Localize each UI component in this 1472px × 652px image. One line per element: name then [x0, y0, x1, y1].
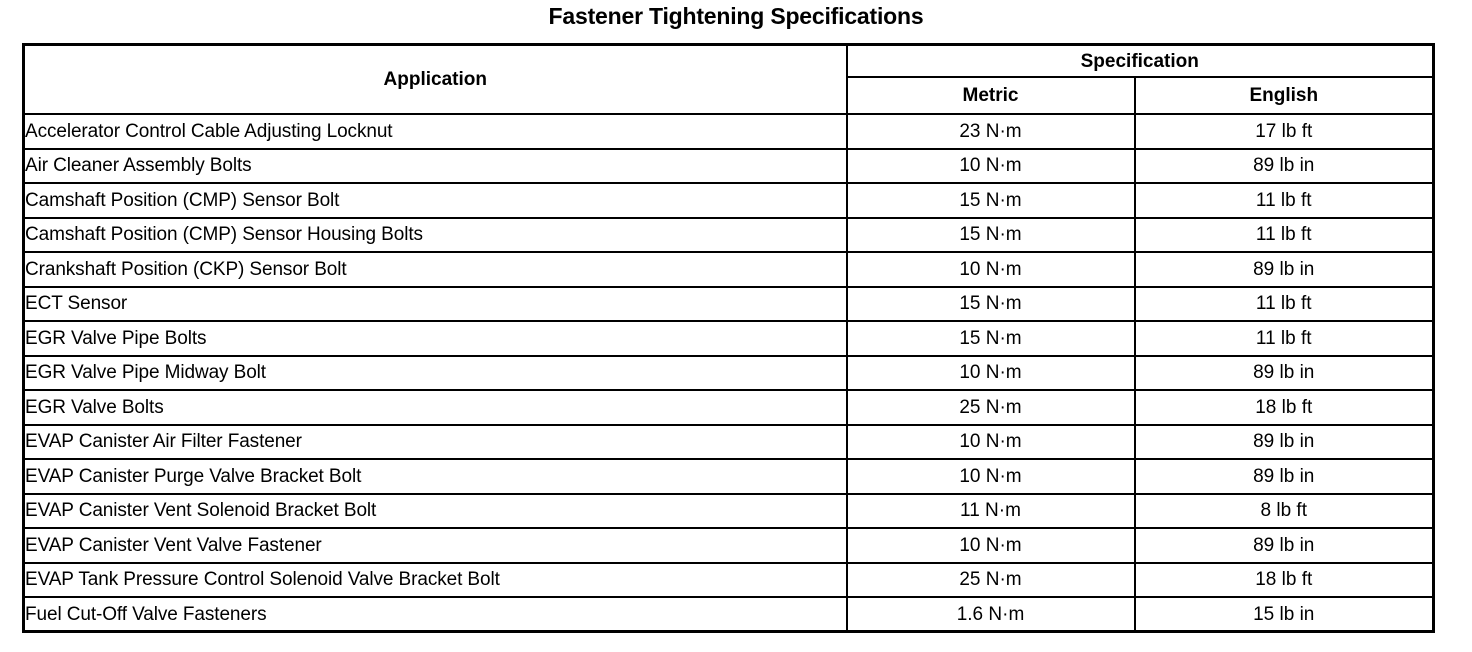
cell-english: 89 lb in [1133, 354, 1435, 391]
cell-english: 11 lb ft [1133, 182, 1435, 219]
cell-application: Camshaft Position (CMP) Sensor Housing B… [22, 216, 848, 253]
cell-english: 11 lb ft [1133, 216, 1435, 253]
table-row: EVAP Canister Air Filter Fastener 10 N·m 8… [22, 423, 1435, 460]
table-row: Camshaft Position (CMP) Sensor Bolt 15 N·… [22, 182, 1435, 219]
fastener-spec-table: Application Specification Metric English… [22, 43, 1435, 633]
cell-application: EGR Valve Bolts [22, 389, 848, 426]
cell-metric: 10 N·m [845, 147, 1136, 184]
cell-metric: 10 N·m [845, 354, 1136, 391]
table-row: ECT Sensor 15 N·m 11 lb ft [22, 285, 1435, 322]
cell-application: EVAP Canister Purge Valve Bracket Bolt [22, 458, 848, 495]
cell-metric: 1.6 N·m [845, 596, 1136, 633]
cell-metric: 10 N·m [845, 423, 1136, 460]
cell-application: EGR Valve Pipe Bolts [22, 320, 848, 357]
table-row: Fuel Cut-Off Valve Fasteners 1.6 N·m 15 lb… [22, 596, 1435, 633]
cell-english: 11 lb ft [1133, 320, 1435, 357]
cell-english: 89 lb in [1133, 458, 1435, 495]
cell-application: Fuel Cut-Off Valve Fasteners [22, 596, 848, 633]
cell-metric: 23 N·m [845, 113, 1136, 150]
cell-metric: 15 N·m [845, 182, 1136, 219]
cell-application: Crankshaft Position (CKP) Sensor Bolt [22, 251, 848, 288]
cell-application: EGR Valve Pipe Midway Bolt [22, 354, 848, 391]
table-row: EGR Valve Pipe Midway Bolt 10 N·m 89 lb in [22, 354, 1435, 391]
cell-metric: 15 N·m [845, 285, 1136, 322]
header-row-primary: Application Specification [22, 43, 1435, 115]
cell-english: 89 lb in [1133, 251, 1435, 288]
cell-english: 89 lb in [1133, 527, 1435, 564]
table-row: EGR Valve Bolts 25 N·m 18 lb ft [22, 389, 1435, 426]
column-header-application: Application [22, 43, 848, 115]
table-header: Application Specification Metric English [22, 43, 1435, 115]
table-row: EVAP Canister Vent Valve Fastener 10 N·m 8… [22, 527, 1435, 564]
cell-metric: 11 N·m [845, 492, 1136, 529]
cell-application: ECT Sensor [22, 285, 848, 322]
column-header-specification: Specification [845, 43, 1435, 78]
cell-metric: 15 N·m [845, 320, 1136, 357]
cell-metric: 10 N·m [845, 527, 1136, 564]
column-header-english: English [1133, 76, 1435, 115]
cell-english: 89 lb in [1133, 423, 1435, 460]
cell-english: 11 lb ft [1133, 285, 1435, 322]
cell-metric: 10 N·m [845, 458, 1136, 495]
cell-english: 18 lb ft [1133, 561, 1435, 598]
spec-table-container: Application Specification Metric English… [22, 43, 1435, 633]
table-row: EGR Valve Pipe Bolts 15 N·m 11 lb ft [22, 320, 1435, 357]
table-row: EVAP Canister Purge Valve Bracket Bolt 10… [22, 458, 1435, 495]
table-body: Accelerator Control Cable Adjusting Lock… [22, 113, 1435, 633]
table-row: EVAP Tank Pressure Control Solenoid Valv… [22, 561, 1435, 598]
cell-application: EVAP Canister Air Filter Fastener [22, 423, 848, 460]
cell-metric: 25 N·m [845, 389, 1136, 426]
table-row: Accelerator Control Cable Adjusting Lock… [22, 113, 1435, 150]
table-row: Crankshaft Position (CKP) Sensor Bolt 10 … [22, 251, 1435, 288]
cell-english: 17 lb ft [1133, 113, 1435, 150]
cell-metric: 15 N·m [845, 216, 1136, 253]
table-row: EVAP Canister Vent Solenoid Bracket Bolt… [22, 492, 1435, 529]
cell-application: Camshaft Position (CMP) Sensor Bolt [22, 182, 848, 219]
cell-english: 15 lb in [1133, 596, 1435, 633]
cell-metric: 10 N·m [845, 251, 1136, 288]
cell-application: Accelerator Control Cable Adjusting Lock… [22, 113, 848, 150]
cell-application: EVAP Canister Vent Valve Fastener [22, 527, 848, 564]
cell-english: 8 lb ft [1133, 492, 1435, 529]
table-row: Camshaft Position (CMP) Sensor Housing B… [22, 216, 1435, 253]
cell-english: 89 lb in [1133, 147, 1435, 184]
table-row: Air Cleaner Assembly Bolts 10 N·m 89 lb in [22, 147, 1435, 184]
cell-application: EVAP Canister Vent Solenoid Bracket Bolt [22, 492, 848, 529]
page-title: Fastener Tightening Specifications [548, 3, 924, 29]
cell-metric: 25 N·m [845, 561, 1136, 598]
cell-english: 18 lb ft [1133, 389, 1435, 426]
column-header-metric: Metric [845, 76, 1136, 115]
cell-application: EVAP Tank Pressure Control Solenoid Valv… [22, 561, 848, 598]
cell-application: Air Cleaner Assembly Bolts [22, 147, 848, 184]
header-row-secondary: Metric English [24, 76, 1435, 115]
